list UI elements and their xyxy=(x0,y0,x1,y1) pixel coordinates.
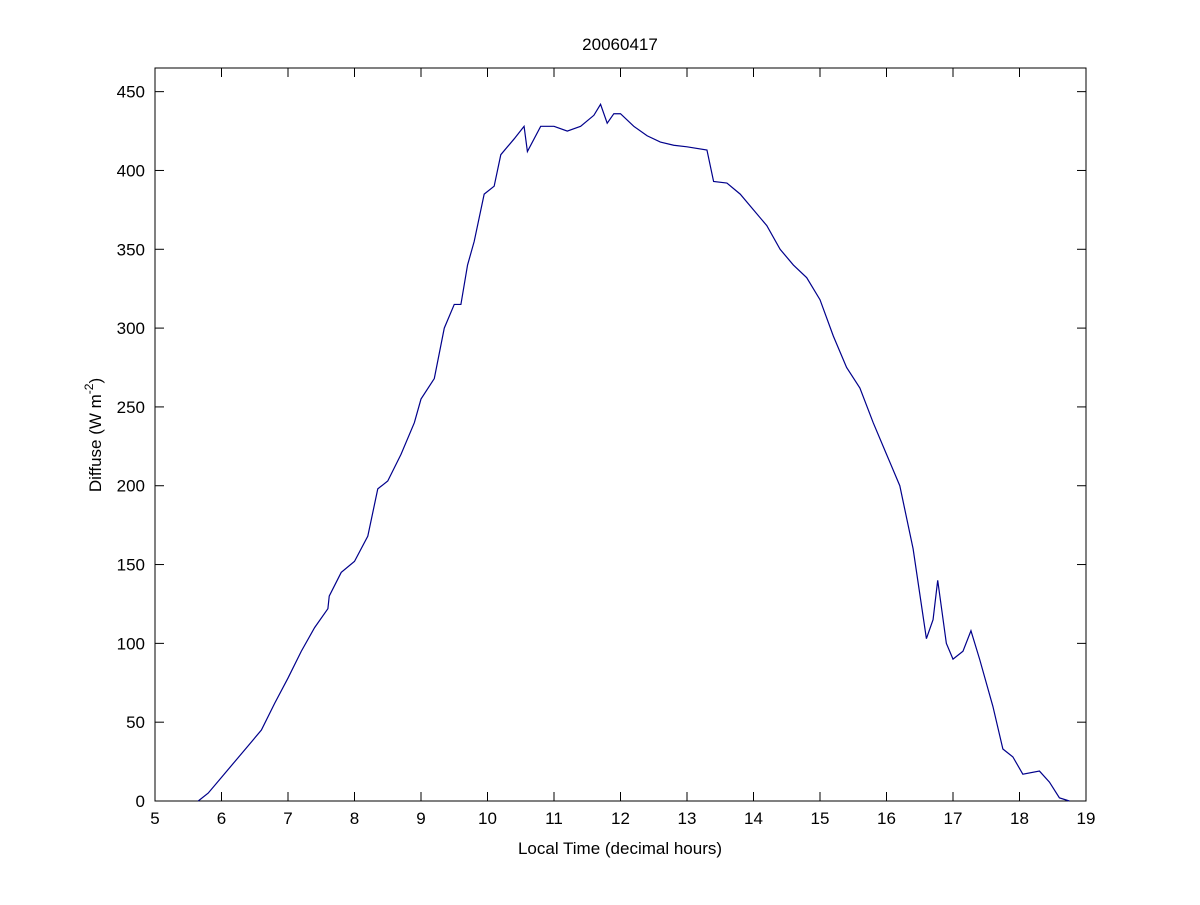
x-tick-label: 11 xyxy=(545,809,563,828)
y-tick-label: 100 xyxy=(117,634,145,653)
x-tick-label: 8 xyxy=(350,809,359,828)
y-tick-label: 0 xyxy=(136,792,145,811)
x-tick-label: 12 xyxy=(611,809,630,828)
x-tick-label: 7 xyxy=(283,809,292,828)
x-tick-label: 10 xyxy=(478,809,497,828)
y-label-sup: -2 xyxy=(82,383,96,394)
x-tick-label: 9 xyxy=(416,809,425,828)
y-tick-label: 50 xyxy=(126,713,145,732)
y-tick-label: 150 xyxy=(117,556,145,575)
x-tick-label: 5 xyxy=(150,809,159,828)
x-axis-label: Local Time (decimal hours) xyxy=(518,839,722,858)
y-label-close: ) xyxy=(86,378,105,384)
y-tick-label: 450 xyxy=(117,83,145,102)
x-tick-label: 15 xyxy=(811,809,830,828)
y-axis-label: Diffuse (W m-2) xyxy=(82,378,105,492)
x-tick-label: 18 xyxy=(1010,809,1029,828)
x-tick-label: 17 xyxy=(944,809,963,828)
y-tick-label: 250 xyxy=(117,398,145,417)
y-tick-label: 200 xyxy=(117,477,145,496)
y-tick-label: 300 xyxy=(117,319,145,338)
x-tick-label: 14 xyxy=(744,809,763,828)
x-tick-label: 19 xyxy=(1077,809,1096,828)
data-line xyxy=(197,102,1070,802)
chart-title: 20060417 xyxy=(582,35,658,54)
y-tick-label: 350 xyxy=(117,240,145,259)
y-label-main: Diffuse (W m xyxy=(86,394,105,492)
x-tick-label: 13 xyxy=(678,809,697,828)
x-tick-label: 16 xyxy=(877,809,896,828)
y-tick-label: 400 xyxy=(117,161,145,180)
x-tick-label: 6 xyxy=(217,809,226,828)
